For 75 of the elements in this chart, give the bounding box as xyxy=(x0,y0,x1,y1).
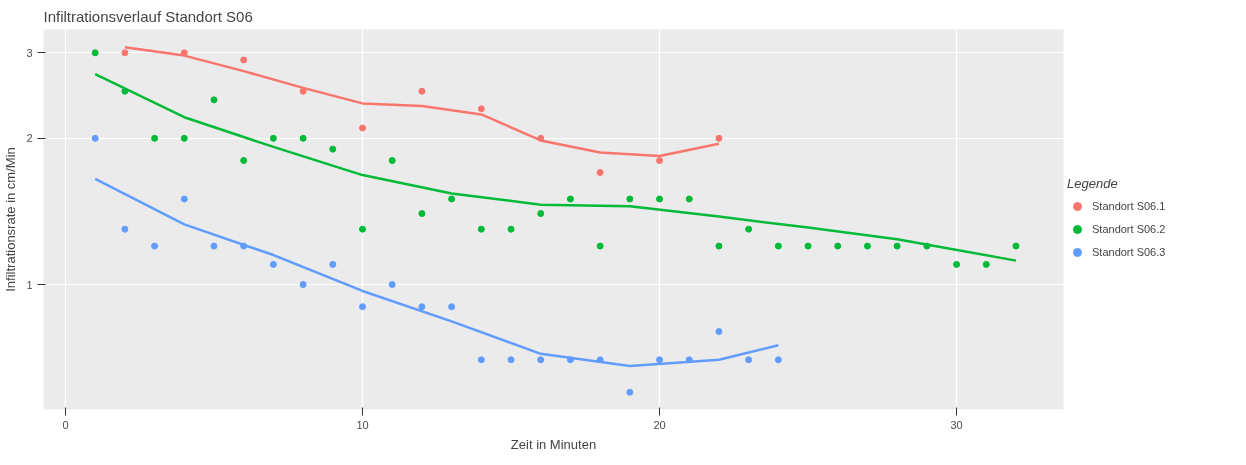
point xyxy=(448,303,456,311)
point xyxy=(745,225,753,233)
point xyxy=(388,281,396,289)
point xyxy=(537,356,545,364)
legend-label: Standort S06.2 xyxy=(1092,223,1166,235)
point xyxy=(121,49,129,57)
point xyxy=(596,242,604,250)
point xyxy=(151,134,159,142)
point xyxy=(151,242,159,250)
point xyxy=(448,195,456,203)
point xyxy=(388,157,396,165)
point xyxy=(121,225,129,233)
point xyxy=(299,87,307,95)
point xyxy=(1012,242,1020,250)
point xyxy=(656,157,664,165)
point xyxy=(537,210,545,218)
point xyxy=(715,242,723,250)
y-axis-title: Infiltrationsrate in cm/Min xyxy=(3,147,19,292)
x-tick-label: 10 xyxy=(356,418,369,431)
legend-label: Standort S06.1 xyxy=(1092,200,1166,212)
point xyxy=(626,388,634,396)
x-tick-label: 0 xyxy=(62,418,69,431)
point xyxy=(329,260,337,268)
point xyxy=(507,225,515,233)
point xyxy=(834,242,842,250)
point xyxy=(240,157,248,165)
point xyxy=(507,356,515,364)
legend-label: Standort S06.3 xyxy=(1092,246,1166,258)
point xyxy=(863,242,871,250)
line-series xyxy=(93,72,1018,262)
point xyxy=(359,124,367,132)
point xyxy=(804,242,812,250)
point xyxy=(418,210,426,218)
point xyxy=(418,87,426,95)
point xyxy=(477,105,485,113)
point xyxy=(91,49,99,57)
point xyxy=(566,195,574,203)
point xyxy=(656,195,664,203)
x-tick-label: 20 xyxy=(653,418,666,431)
point xyxy=(477,225,485,233)
point xyxy=(626,195,634,203)
point xyxy=(774,242,782,250)
line-series xyxy=(93,177,780,368)
point xyxy=(180,195,188,203)
point xyxy=(596,169,604,177)
point xyxy=(359,225,367,233)
x-tick-label: 30 xyxy=(950,418,963,431)
chart-title: Infiltrationsverlauf Standort S06 xyxy=(43,7,253,25)
point xyxy=(953,260,961,268)
y-tick-label: 3 xyxy=(26,46,33,59)
point xyxy=(745,356,753,364)
point xyxy=(685,195,693,203)
point xyxy=(656,356,664,364)
point xyxy=(774,356,782,364)
point xyxy=(715,328,723,336)
point xyxy=(329,145,337,153)
point xyxy=(982,260,990,268)
point xyxy=(91,134,99,142)
point xyxy=(269,134,277,142)
point xyxy=(180,134,188,142)
point xyxy=(893,242,901,250)
point xyxy=(210,242,218,250)
y-tick-label: 2 xyxy=(26,132,33,145)
point xyxy=(418,303,426,311)
point xyxy=(210,96,218,104)
point xyxy=(269,260,277,268)
point xyxy=(477,356,485,364)
point xyxy=(299,281,307,289)
y-tick-label: 1 xyxy=(26,278,33,291)
point xyxy=(240,56,248,64)
legend-title: Legende xyxy=(1067,176,1119,191)
point xyxy=(715,134,723,142)
x-axis-title: Zeit in Minuten xyxy=(510,436,597,452)
point xyxy=(299,134,307,142)
point xyxy=(359,303,367,311)
